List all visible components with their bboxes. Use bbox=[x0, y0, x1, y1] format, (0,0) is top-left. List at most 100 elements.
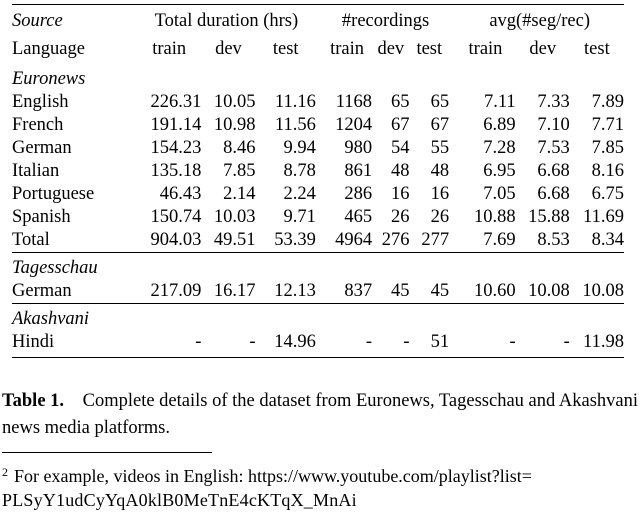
caption-label: Table 1. bbox=[2, 391, 65, 411]
footnote: 2 For example, videos in English: https:/… bbox=[2, 460, 638, 512]
value-cell: 67 bbox=[391, 115, 410, 135]
value-cell: 10.88 bbox=[474, 207, 516, 227]
footnote-text[interactable]: For example, videos in English: https://… bbox=[14, 466, 532, 486]
value-cell: 7.28 bbox=[483, 138, 516, 158]
value-cell: 46.43 bbox=[159, 184, 202, 204]
value-cell: - bbox=[372, 331, 410, 358]
dataset-table: Source Total duration (hrs) #recordings … bbox=[12, 4, 624, 358]
value-cell: 286 bbox=[344, 184, 373, 204]
value-cell: 10.08 bbox=[582, 281, 624, 301]
language-cell: German bbox=[12, 281, 72, 301]
value-cell: 11.69 bbox=[583, 207, 624, 227]
value-cell: 14.96 bbox=[255, 331, 316, 358]
section-name: Akashvani bbox=[12, 303, 624, 331]
value-cell: 217.09 bbox=[150, 281, 202, 301]
split-header: train bbox=[152, 38, 187, 59]
value-cell: 6.89 bbox=[483, 115, 516, 135]
value-cell: 8.78 bbox=[283, 161, 316, 181]
value-cell: 65 bbox=[391, 92, 410, 112]
language-cell: Italian bbox=[12, 161, 60, 181]
section-header-row: Akashvani bbox=[12, 303, 624, 331]
value-cell: 6.68 bbox=[537, 161, 570, 181]
language-header: Language bbox=[12, 38, 85, 59]
section-header-row: Tagesschau bbox=[12, 252, 624, 280]
value-cell: 837 bbox=[344, 281, 373, 301]
value-cell: 10.60 bbox=[474, 281, 516, 301]
table-row: German 217.09 16.17 12.13 837 45 45 10.60 10.08 1… bbox=[12, 280, 624, 304]
value-cell: 7.05 bbox=[483, 184, 516, 204]
value-cell: 7.89 bbox=[591, 92, 624, 112]
table-row: Portuguese 46.43 2.14 2.24 286 16 16 7.05 6.68 6.… bbox=[12, 183, 624, 206]
value-cell: 277 bbox=[421, 230, 450, 250]
language-cell: English bbox=[12, 92, 69, 112]
caption-text: Complete details of the dataset from Eur… bbox=[2, 391, 639, 438]
footnote-marker: 2 bbox=[2, 465, 8, 479]
value-cell: 26 bbox=[391, 207, 410, 227]
value-cell: 6.75 bbox=[591, 184, 624, 204]
table-row: Spanish 150.74 10.03 9.71 465 26 26 10.88 15.88 1… bbox=[12, 206, 624, 229]
value-cell: 10.98 bbox=[213, 115, 256, 135]
value-cell: 6.68 bbox=[537, 184, 570, 204]
value-cell: 10.03 bbox=[213, 207, 256, 227]
language-cell: Total bbox=[12, 230, 50, 250]
value-cell: 51 bbox=[409, 331, 450, 358]
table-row: German 154.23 8.46 9.94 980 54 55 7.28 7.53 7.85 bbox=[12, 137, 624, 160]
table-row: Total 904.03 49.51 53.39 4964 276 277 7.69 8.53 8… bbox=[12, 229, 624, 253]
value-cell: 7.53 bbox=[537, 138, 570, 158]
group-header-duration: Total duration (hrs) bbox=[136, 4, 316, 34]
value-cell: 8.53 bbox=[537, 230, 570, 250]
value-cell: 55 bbox=[430, 138, 450, 158]
value-cell: 48 bbox=[391, 161, 410, 181]
language-cell: Spanish bbox=[12, 207, 71, 227]
footnote-link-continuation[interactable]: PLSyY1udCyYqA0klB0MeTnE4cKTqX_MnAi bbox=[2, 490, 357, 510]
split-header: dev bbox=[215, 38, 242, 59]
value-cell: 16.17 bbox=[213, 281, 256, 301]
split-header: test bbox=[272, 38, 299, 59]
value-cell: 7.10 bbox=[537, 115, 570, 135]
value-cell: 276 bbox=[381, 230, 410, 250]
value-cell: 1168 bbox=[335, 92, 373, 112]
value-cell: - bbox=[201, 331, 256, 358]
footnote-rule bbox=[2, 452, 212, 453]
value-cell: 54 bbox=[391, 138, 410, 158]
split-header: train bbox=[330, 38, 365, 59]
value-cell: 7.85 bbox=[223, 161, 256, 181]
value-cell: 226.31 bbox=[150, 92, 202, 112]
table-caption: Table 1. Complete details of the dataset… bbox=[2, 388, 638, 442]
split-header: test bbox=[584, 38, 610, 59]
value-cell: 9.71 bbox=[283, 207, 316, 227]
value-cell: 7.69 bbox=[483, 230, 516, 250]
value-cell: 8.46 bbox=[223, 138, 256, 158]
value-cell: 154.23 bbox=[150, 138, 202, 158]
table-row: English 226.31 10.05 11.16 1168 65 65 7.11 7.33 7… bbox=[12, 91, 624, 114]
value-cell: 45 bbox=[430, 281, 450, 301]
value-cell: 10.08 bbox=[528, 281, 570, 301]
value-cell: 7.85 bbox=[591, 138, 624, 158]
table-body: Euronews English 226.31 10.05 11.16 1168 65 65 7… bbox=[12, 64, 624, 358]
language-cell: Hindi bbox=[12, 331, 137, 358]
value-cell: 67 bbox=[430, 115, 450, 135]
split-header: dev bbox=[377, 38, 405, 59]
value-cell: 6.95 bbox=[483, 161, 516, 181]
value-cell: 16 bbox=[391, 184, 410, 204]
split-header: test bbox=[416, 38, 443, 59]
table-row: Hindi - -14.96- -51- -11.98 bbox=[12, 331, 624, 358]
value-cell: 7.11 bbox=[483, 92, 516, 112]
value-cell: 2.24 bbox=[283, 184, 316, 204]
value-cell: 150.74 bbox=[150, 207, 202, 227]
value-cell: 12.13 bbox=[274, 281, 316, 301]
value-cell: 135.18 bbox=[150, 161, 202, 181]
section-name: Euronews bbox=[12, 69, 86, 89]
value-cell: 53.39 bbox=[274, 230, 316, 250]
value-cell: 1204 bbox=[335, 115, 373, 135]
value-cell: - bbox=[455, 331, 516, 358]
value-cell: 45 bbox=[391, 281, 410, 301]
value-cell: 49.51 bbox=[213, 230, 256, 250]
value-cell: 8.34 bbox=[591, 230, 624, 250]
split-header: train bbox=[468, 38, 503, 59]
value-cell: 15.88 bbox=[528, 207, 570, 227]
group-header-avg-seg: avg(#seg/rec) bbox=[455, 4, 624, 34]
language-cell: German bbox=[12, 138, 72, 158]
source-header: Source bbox=[12, 4, 137, 34]
